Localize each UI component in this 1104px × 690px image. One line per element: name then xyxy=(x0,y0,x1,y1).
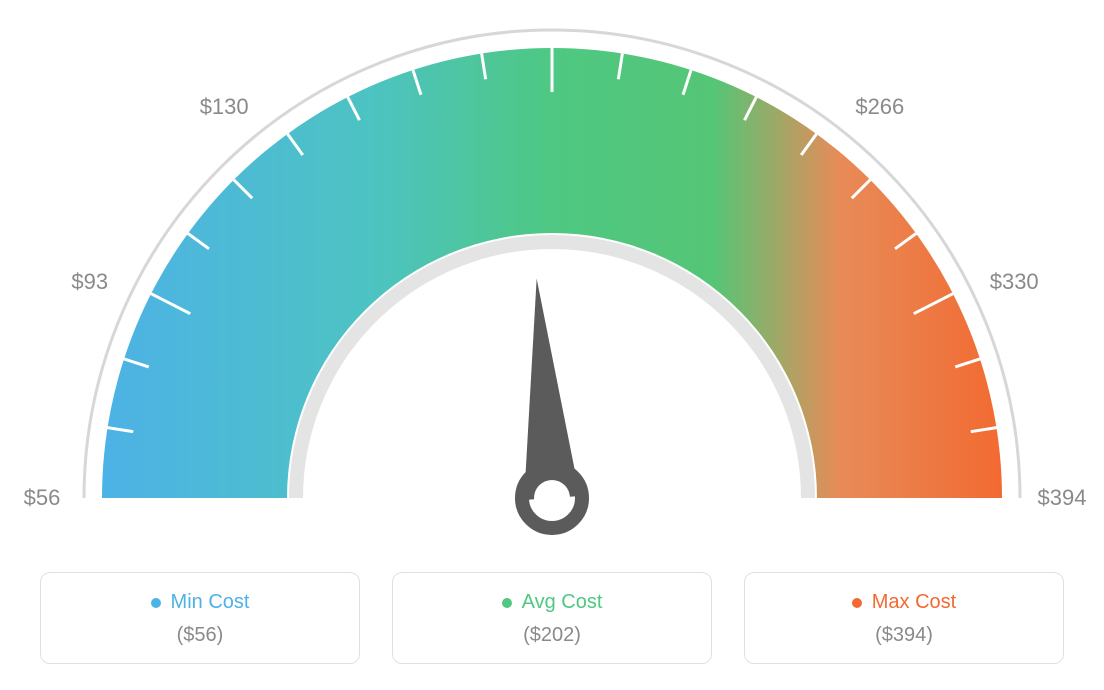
legend-label-avg: Avg Cost xyxy=(522,591,603,614)
legend-value-avg: ($202) xyxy=(393,624,711,647)
legend: Min Cost ($56) Avg Cost ($202) Max Cost … xyxy=(0,560,1104,664)
legend-title-min: Min Cost xyxy=(151,591,250,614)
legend-label-max: Max Cost xyxy=(872,591,956,614)
legend-title-max: Max Cost xyxy=(852,591,956,614)
cost-gauge: $56 $93 $130 $202 $266 $330 $394 xyxy=(0,0,1104,560)
legend-dot-max xyxy=(852,598,862,608)
legend-card-min: Min Cost ($56) xyxy=(40,572,360,664)
legend-value-max: ($394) xyxy=(745,624,1063,647)
gauge-tick-label: $202 xyxy=(528,0,577,1)
legend-label-min: Min Cost xyxy=(171,591,250,614)
legend-card-max: Max Cost ($394) xyxy=(744,572,1064,664)
legend-dot-avg xyxy=(502,598,512,608)
gauge-tick-label: $56 xyxy=(24,485,61,511)
legend-dot-min xyxy=(151,598,161,608)
gauge-tick-label: $130 xyxy=(200,94,249,120)
legend-value-min: ($56) xyxy=(41,624,359,647)
gauge-tick-label: $93 xyxy=(71,269,108,295)
gauge-tick-label: $266 xyxy=(855,94,904,120)
gauge-svg xyxy=(0,0,1104,560)
legend-title-avg: Avg Cost xyxy=(502,591,603,614)
legend-card-avg: Avg Cost ($202) xyxy=(392,572,712,664)
gauge-tick-label: $394 xyxy=(1038,485,1087,511)
gauge-tick-label: $330 xyxy=(990,269,1039,295)
